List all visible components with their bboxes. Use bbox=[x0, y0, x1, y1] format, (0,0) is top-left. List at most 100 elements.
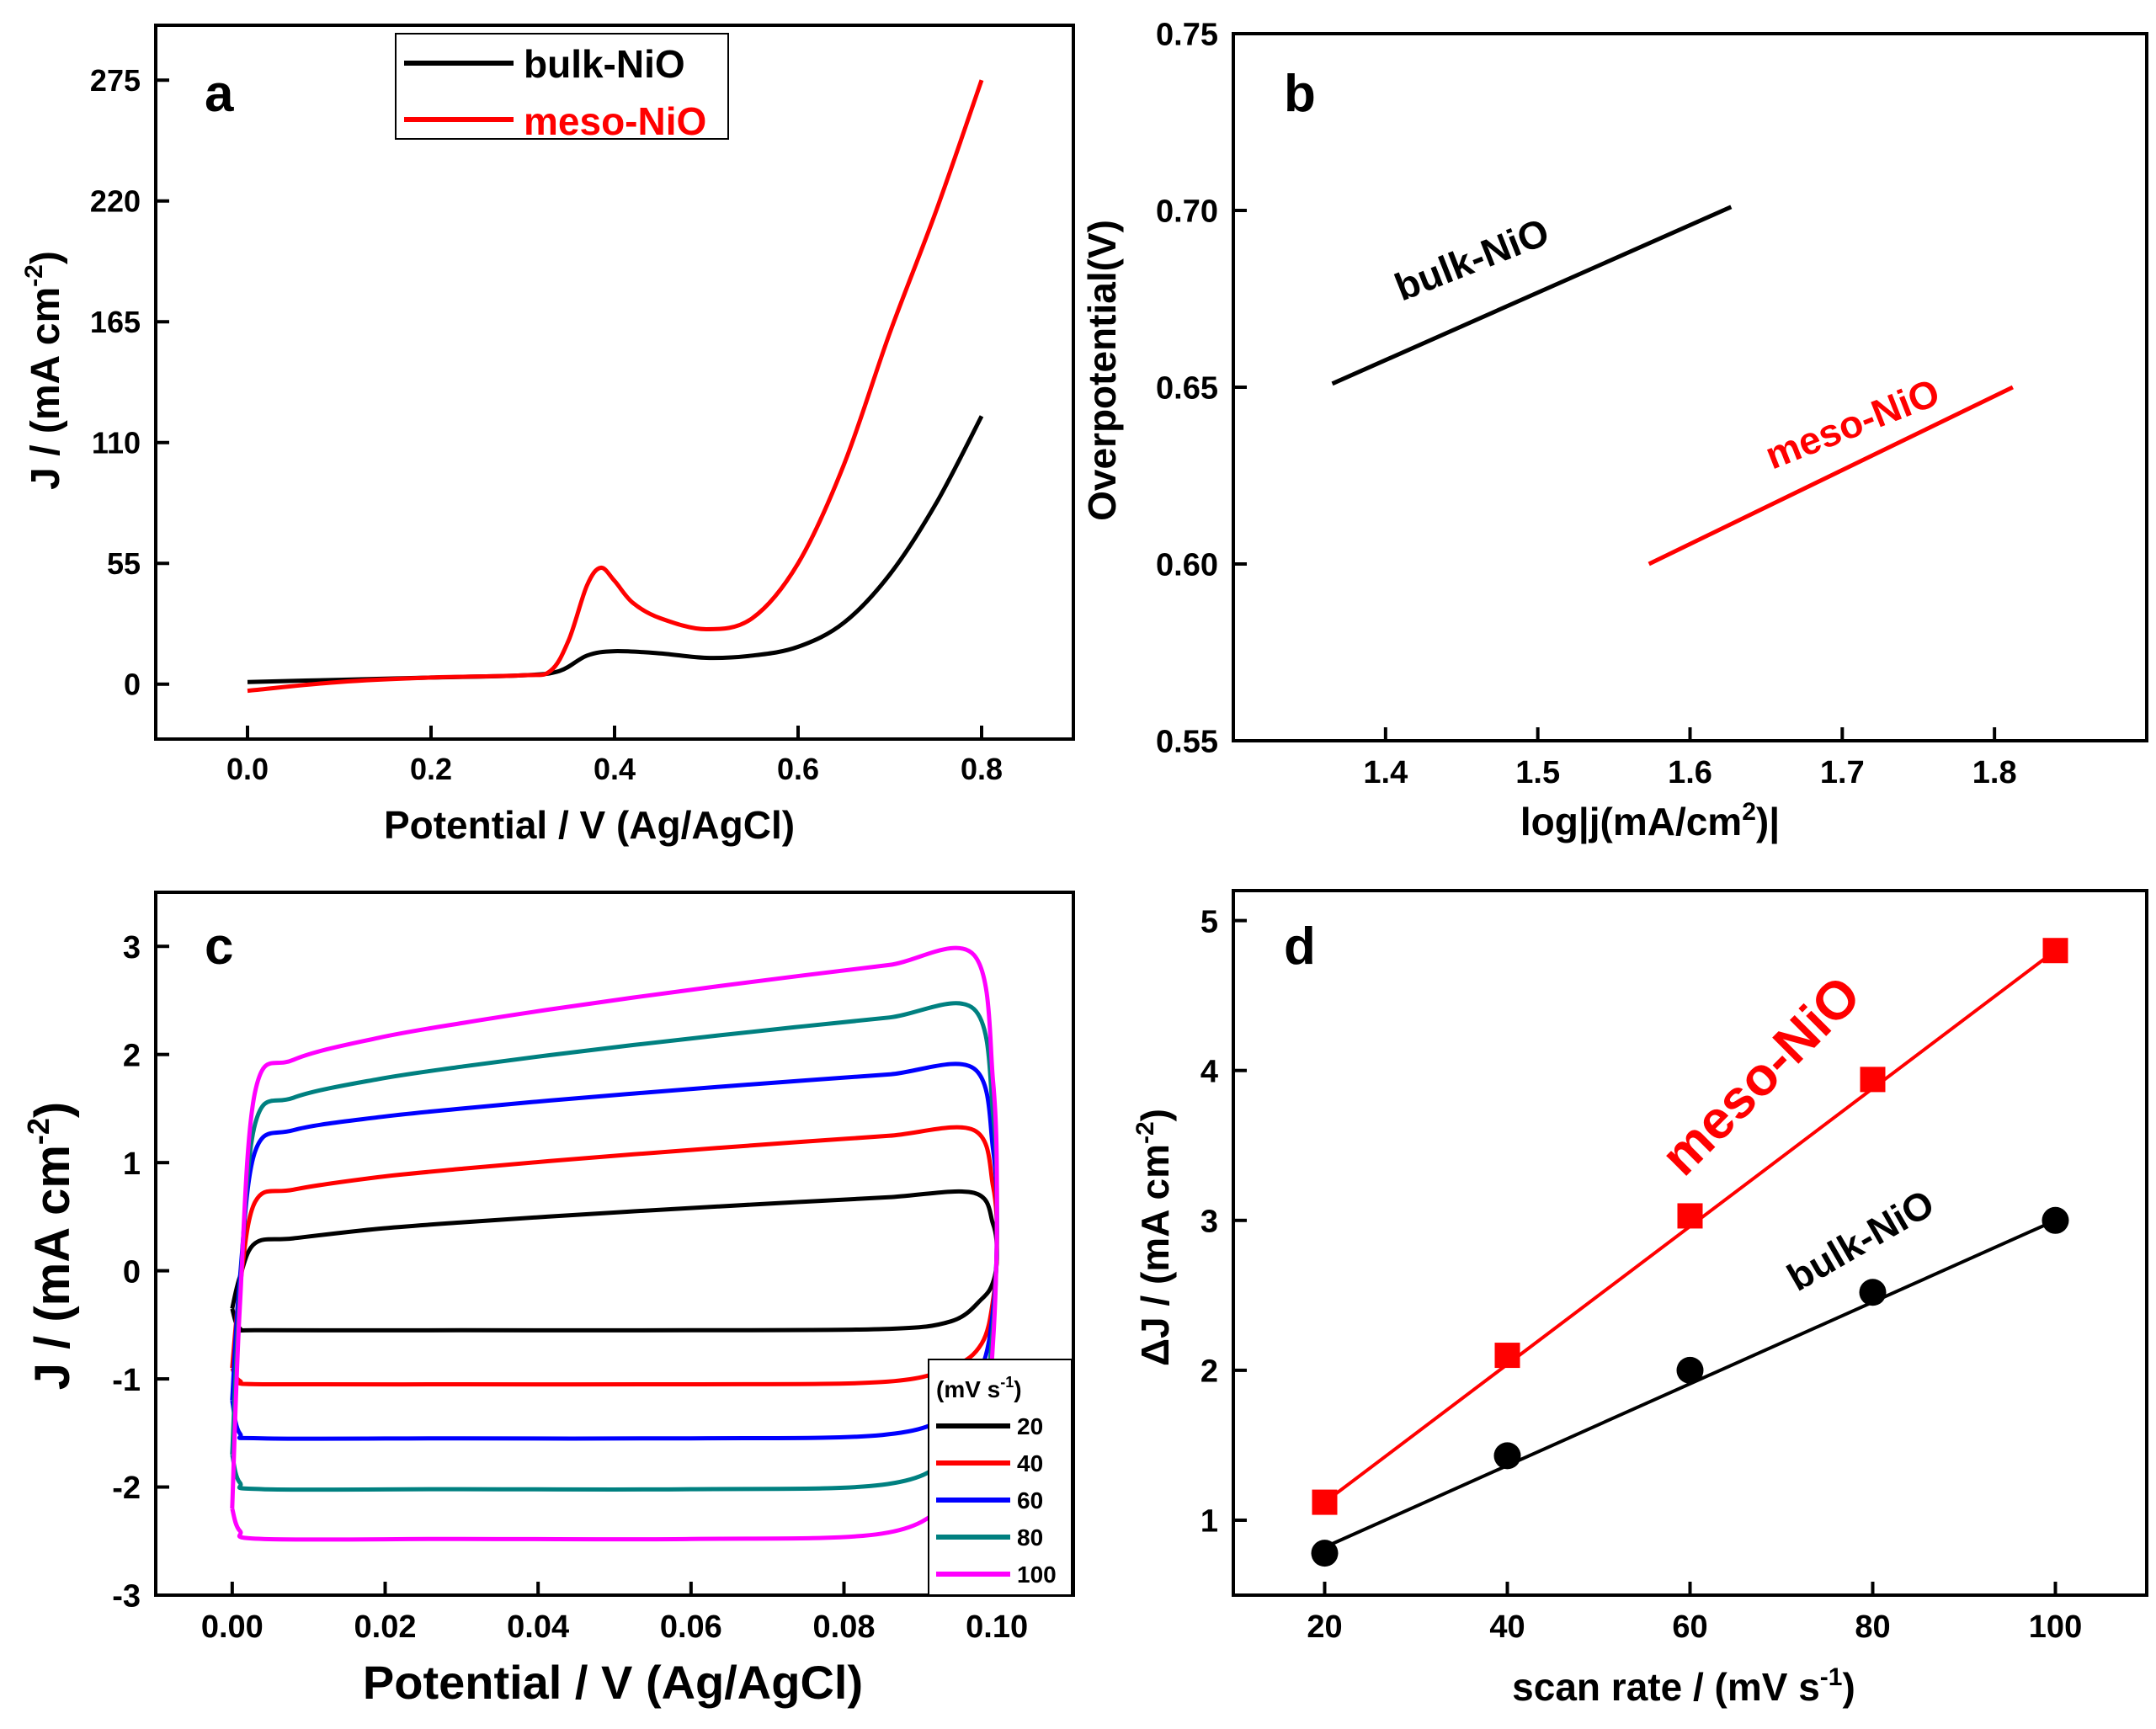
panel-c-series-60 bbox=[230, 1061, 999, 1441]
panel-a-xlabel: Potential / V (Ag/AgCl) bbox=[384, 803, 795, 847]
panel-c-ytick-label: 3 bbox=[123, 930, 141, 966]
panel-a-ytick-label: 55 bbox=[107, 546, 141, 581]
panel-b-plot-area: 1.4 1.5 1.6 1.7 1.8 0.55 0.60 0.65 0.70 0.75 bbox=[1156, 18, 2017, 790]
panel-b-ytick-label: 0.70 bbox=[1156, 194, 1218, 230]
panel-b-ytick-label: 0.75 bbox=[1156, 18, 1218, 53]
panel-b: 1.4 1.5 1.6 1.7 1.80.550.600.650.700.75 b bu… bbox=[1080, 18, 2148, 843]
panel-d-ytick-label: 1 bbox=[1200, 1504, 1218, 1540]
panel-c-letter: c bbox=[205, 918, 233, 976]
panel-b-xtick-label: 1.4 bbox=[1363, 755, 1408, 790]
panel-d-ylabel: ΔJ / (mA cm-2) bbox=[1131, 1109, 1177, 1366]
panel-c-ylabel: J / (mA cm-2) bbox=[21, 1102, 80, 1391]
panel-a-ytick-label: 165 bbox=[90, 305, 141, 339]
panel-b-letter: b bbox=[1284, 65, 1316, 123]
panel-c-xlabel: Potential / V (Ag/AgCl) bbox=[363, 1656, 863, 1709]
panel-a-legend-label-meso: meso-NiO bbox=[524, 99, 706, 143]
panel-c-legend-title-sup: -1 bbox=[1000, 1374, 1014, 1391]
panel-a-legend: bulk-NiO meso-NiO bbox=[395, 33, 729, 143]
panel-b-ytick-label: 0.65 bbox=[1156, 371, 1218, 407]
panel-c-xtick-label: 0.06 bbox=[660, 1609, 722, 1645]
panel-d-fit-bulk-nio bbox=[1323, 1218, 2057, 1549]
panel-c-ylabel-sup: -2 bbox=[21, 1118, 56, 1145]
panel-d-xlabel: scan rate / (mV s-1) bbox=[1512, 1663, 1855, 1709]
panel-d-point-meso-nio bbox=[2042, 938, 2068, 964]
panel-d-ytick-label: 3 bbox=[1200, 1204, 1218, 1239]
panel-d-point-bulk-nio bbox=[1311, 1540, 1339, 1567]
panel-d-ytick-label: 4 bbox=[1200, 1054, 1218, 1089]
panel-b-series-meso-nio bbox=[1648, 385, 2014, 567]
panel-d-ylabel-end: ) bbox=[1133, 1109, 1177, 1121]
panel-b-frame bbox=[1232, 32, 2148, 742]
panel-c-series-80 bbox=[230, 1001, 999, 1492]
panel-d-xtick-label: 20 bbox=[1307, 1609, 1342, 1645]
panel-a-series-meso-nio bbox=[247, 79, 984, 694]
panel-b-xlabel-sup: 2 bbox=[1742, 798, 1756, 826]
panel-c-ylabel-main: J / (mA cm bbox=[25, 1145, 80, 1390]
panel-a-ylabel-sup: -2 bbox=[20, 264, 48, 287]
panel-c-series-20 bbox=[230, 1189, 999, 1333]
panel-a-legend-label-bulk: bulk-NiO bbox=[524, 42, 685, 86]
panel-c-series-40 bbox=[230, 1125, 999, 1387]
panel-c-ytick-label: -3 bbox=[112, 1579, 141, 1615]
panel-c-legend-title-end: ) bbox=[1014, 1376, 1021, 1402]
panel-d-ylabel-sup: -2 bbox=[1131, 1121, 1159, 1144]
panel-c-series-100 bbox=[230, 945, 999, 1542]
panel-b-ytick-label: 0.55 bbox=[1156, 725, 1218, 760]
panel-c-xtick-label: 0.00 bbox=[201, 1609, 264, 1645]
panel-b-ylabel: Overpotential(V) bbox=[1080, 220, 1124, 521]
panel-c-legend: (mV s-1) 20 40 60 80 100 bbox=[928, 1359, 1073, 1596]
panel-b-series-bulk-nio bbox=[1331, 205, 1733, 386]
panel-a-series-bulk-nio bbox=[247, 415, 984, 684]
panel-d-point-bulk-nio bbox=[1676, 1356, 1704, 1384]
panel-a-legend-box bbox=[395, 33, 729, 140]
panel-c-legend-label-60: 60 bbox=[1017, 1487, 1043, 1514]
panel-d-point-meso-nio bbox=[1312, 1489, 1338, 1515]
panel-d-xtick-label: 100 bbox=[2029, 1609, 2082, 1645]
panel-c-frame bbox=[154, 891, 1075, 1597]
panel-d-point-bulk-nio bbox=[2042, 1206, 2069, 1234]
panel-d-ylabel-main: ΔJ / (mA cm bbox=[1133, 1144, 1177, 1366]
panel-a-ytick-label: 0 bbox=[124, 668, 141, 702]
panel-d-letter: d bbox=[1284, 918, 1316, 976]
panel-d-point-bulk-nio bbox=[1493, 1442, 1521, 1470]
panel-d-xlabel-sup: -1 bbox=[1820, 1663, 1843, 1691]
panel-b-xtick-label: 1.6 bbox=[1668, 755, 1712, 790]
panel-b-xtick-label: 1.5 bbox=[1515, 755, 1560, 790]
panel-d-xlabel-end: ) bbox=[1842, 1665, 1855, 1709]
panel-d-frame bbox=[1232, 889, 2148, 1597]
panel-d-xtick-label: 40 bbox=[1489, 1609, 1525, 1645]
panel-c-legend-label-80: 80 bbox=[1017, 1524, 1043, 1551]
panel-c-legend-label-40: 40 bbox=[1017, 1450, 1043, 1476]
panel-a-letter: a bbox=[205, 65, 234, 123]
panel-a-ylabel-end: ) bbox=[24, 251, 68, 264]
panel-c-ytick-label: 0 bbox=[123, 1254, 141, 1290]
panel-b-annotation-meso: meso-NiO bbox=[1759, 370, 1946, 477]
panel-a-plot-area: 0.0 0.2 0.4 0.6 0.8 0 55 110 165 220 275 bbox=[90, 63, 1003, 786]
panel-c: 0.00 0.02 0.04 0.06 0.08 0.10 -3 -2 -1 0 1 2 3 c (mV… bbox=[21, 891, 1075, 1709]
panel-d-ytick-label: 5 bbox=[1200, 904, 1218, 939]
panel-a-ytick-label: 275 bbox=[90, 63, 141, 98]
panel-b-xlabel: log|j(mA/cm2)| bbox=[1520, 798, 1780, 843]
panel-a-xtick-label: 0.4 bbox=[594, 752, 636, 786]
panel-c-ytick-label: -2 bbox=[112, 1471, 141, 1506]
panel-d-point-bulk-nio bbox=[1859, 1279, 1887, 1306]
panel-b-xlabel-end: )| bbox=[1756, 800, 1780, 843]
panel-a-frame bbox=[154, 24, 1075, 741]
panel-d-xtick-label: 60 bbox=[1672, 1609, 1707, 1645]
panel-d-xlabel-main: scan rate / (mV s bbox=[1512, 1665, 1820, 1709]
panel-a-ylabel-main: J / (mA cm bbox=[24, 287, 68, 490]
panel-a-xtick-label: 0.6 bbox=[777, 752, 819, 786]
panel-c-plot-area: 0.00 0.02 0.04 0.06 0.08 0.10 -3 -2 -1 0 1 2 3 bbox=[112, 930, 1028, 1645]
panel-c-ytick-label: -1 bbox=[112, 1363, 141, 1398]
panel-b-xlabel-main: log|j(mA/cm bbox=[1520, 800, 1742, 843]
panel-c-xtick-label: 0.10 bbox=[966, 1609, 1028, 1645]
panel-a: 0.0 0.2 0.4 0.6 0.8 0 55 110 165 220 275 a bulk-Ni… bbox=[20, 24, 1075, 847]
panel-b-xtick-label: 1.8 bbox=[1972, 755, 2017, 790]
panel-d-annotation-meso: meso-NiO bbox=[1649, 964, 1872, 1187]
panel-c-xtick-label: 0.02 bbox=[354, 1609, 417, 1645]
panel-b-xtick-label: 1.7 bbox=[1820, 755, 1865, 790]
panel-d-xtick-label: 80 bbox=[1855, 1609, 1890, 1645]
panel-a-ylabel: J / (mA cm-2) bbox=[20, 251, 68, 490]
